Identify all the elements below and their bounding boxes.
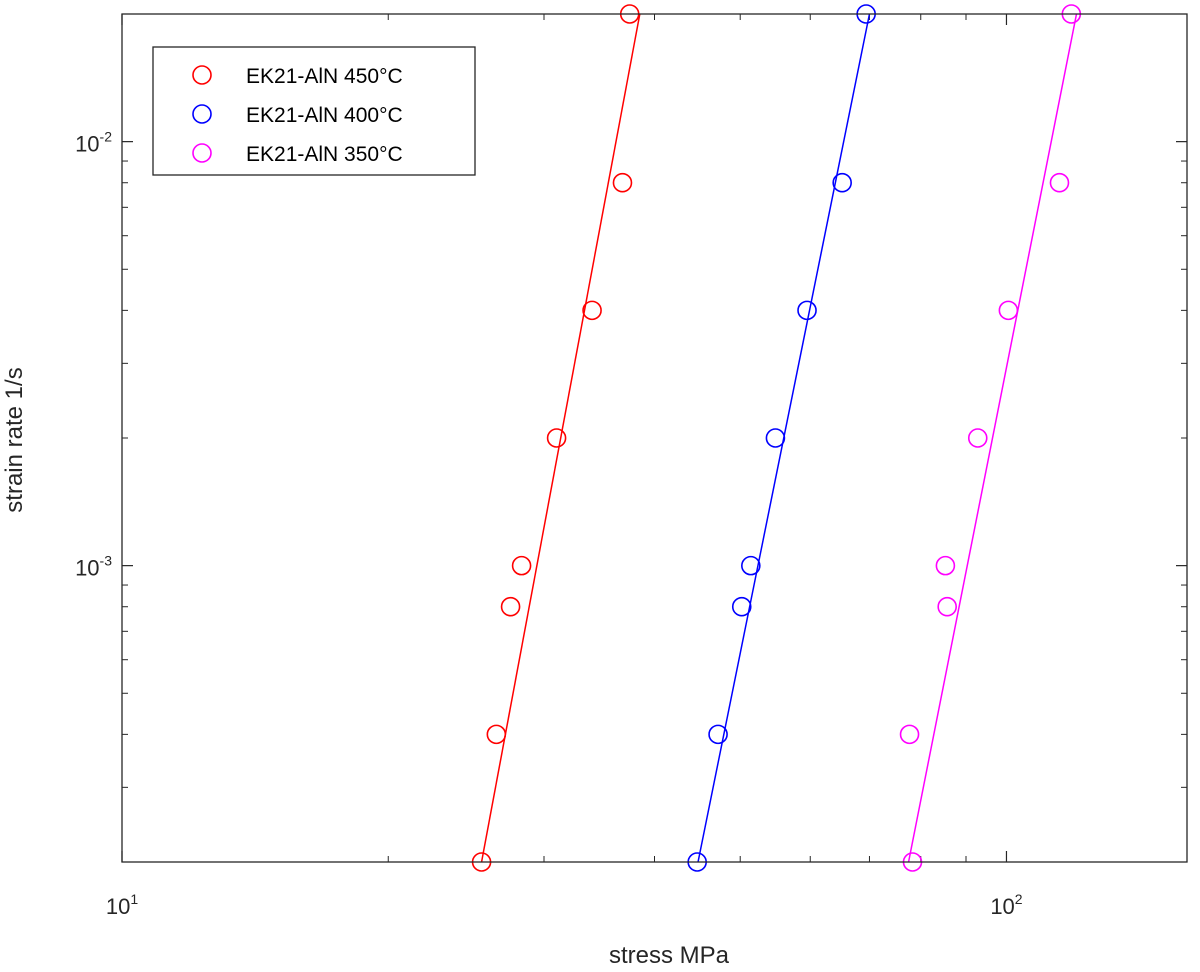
x-tick-label: 101 xyxy=(106,891,138,919)
legend-marker xyxy=(192,143,212,163)
data-point-series-3 xyxy=(935,555,956,576)
legend-marker xyxy=(192,65,212,85)
data-point-series-2 xyxy=(708,724,728,745)
x-tick-label: 102 xyxy=(990,891,1022,919)
data-point-series-2 xyxy=(731,596,752,617)
legend-box xyxy=(152,46,476,176)
data-point-series-1 xyxy=(511,555,532,576)
data-point-series-3 xyxy=(967,428,988,448)
legend-items: EK21-AlN 450°C EK21-AlN 400°C EK21-AlN 350… xyxy=(192,65,403,166)
y-axis-label: strain rate 1/s xyxy=(1,367,28,512)
data-point-series-3 xyxy=(998,300,1019,321)
fit-line-series-3 xyxy=(907,13,1078,863)
legend-label: EK21-AlN 350°C xyxy=(246,143,403,166)
fit-line-series-1 xyxy=(480,13,641,863)
legend: EK21-AlN 450°C EK21-AlN 400°C EK21-AlN 350… xyxy=(152,46,476,176)
plot-frame xyxy=(121,13,1188,863)
data-point-series-2 xyxy=(797,300,817,321)
data-point-series-2 xyxy=(765,428,786,448)
data-markers xyxy=(471,4,1082,872)
x-axis-label: stress MPa xyxy=(609,942,730,969)
legend-marker xyxy=(192,104,212,124)
data-point-series-1 xyxy=(500,596,521,617)
data-point-series-1 xyxy=(486,724,507,745)
data-point-series-3 xyxy=(1049,172,1070,193)
data-point-series-3 xyxy=(899,724,920,745)
y-tick-label: 10-3 xyxy=(75,553,112,581)
data-point-series-3 xyxy=(937,596,957,617)
data-point-series-2 xyxy=(832,172,852,193)
axes: 101 102 10-3 10-2 xyxy=(75,14,1187,919)
y-tick-label: 10-2 xyxy=(75,129,112,157)
legend-label: EK21-AlN 400°C xyxy=(246,104,403,127)
data-point-series-1 xyxy=(546,428,567,448)
data-point-series-1 xyxy=(612,172,633,193)
legend-label: EK21-AlN 450°C xyxy=(246,65,403,88)
data-point-series-1 xyxy=(582,300,602,321)
data-point-series-2 xyxy=(741,555,761,576)
